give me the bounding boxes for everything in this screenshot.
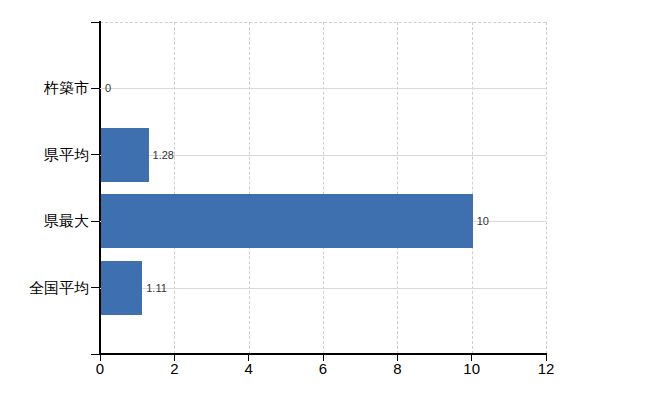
x-tick-label: 6: [319, 360, 327, 377]
category-label: 県平均: [0, 145, 89, 164]
vertical-gridline: [249, 22, 250, 354]
x-tick-label: 4: [244, 360, 252, 377]
horizontal-gridline: [100, 88, 546, 89]
vertical-gridline: [472, 22, 473, 354]
value-label: 10: [477, 215, 489, 227]
x-tick-label: 8: [393, 360, 401, 377]
x-tick-label: 2: [170, 360, 178, 377]
x-tick-label: 12: [538, 360, 555, 377]
bar-chart: 0 2 4 6 8 10 12 杵築市 0 県平均 1.28 県最大 10 全国平均 1.11: [0, 0, 650, 400]
value-label: 1.28: [153, 149, 174, 161]
value-label: 0: [105, 82, 111, 94]
vertical-gridline: [323, 22, 324, 354]
category-label: 杵築市: [0, 79, 89, 98]
bar: [101, 194, 473, 248]
vertical-gridline: [174, 22, 175, 354]
bar: [101, 261, 142, 315]
category-label: 県最大: [0, 212, 89, 231]
x-tick-label: 10: [463, 360, 480, 377]
horizontal-gridline: [100, 288, 546, 289]
vertical-gridline: [546, 22, 547, 354]
x-axis-line: [99, 353, 547, 355]
category-label: 全国平均: [0, 278, 89, 297]
bar: [101, 128, 149, 182]
value-label: 1.11: [146, 282, 167, 294]
x-tick-label: 0: [96, 360, 104, 377]
vertical-gridline: [397, 22, 398, 354]
